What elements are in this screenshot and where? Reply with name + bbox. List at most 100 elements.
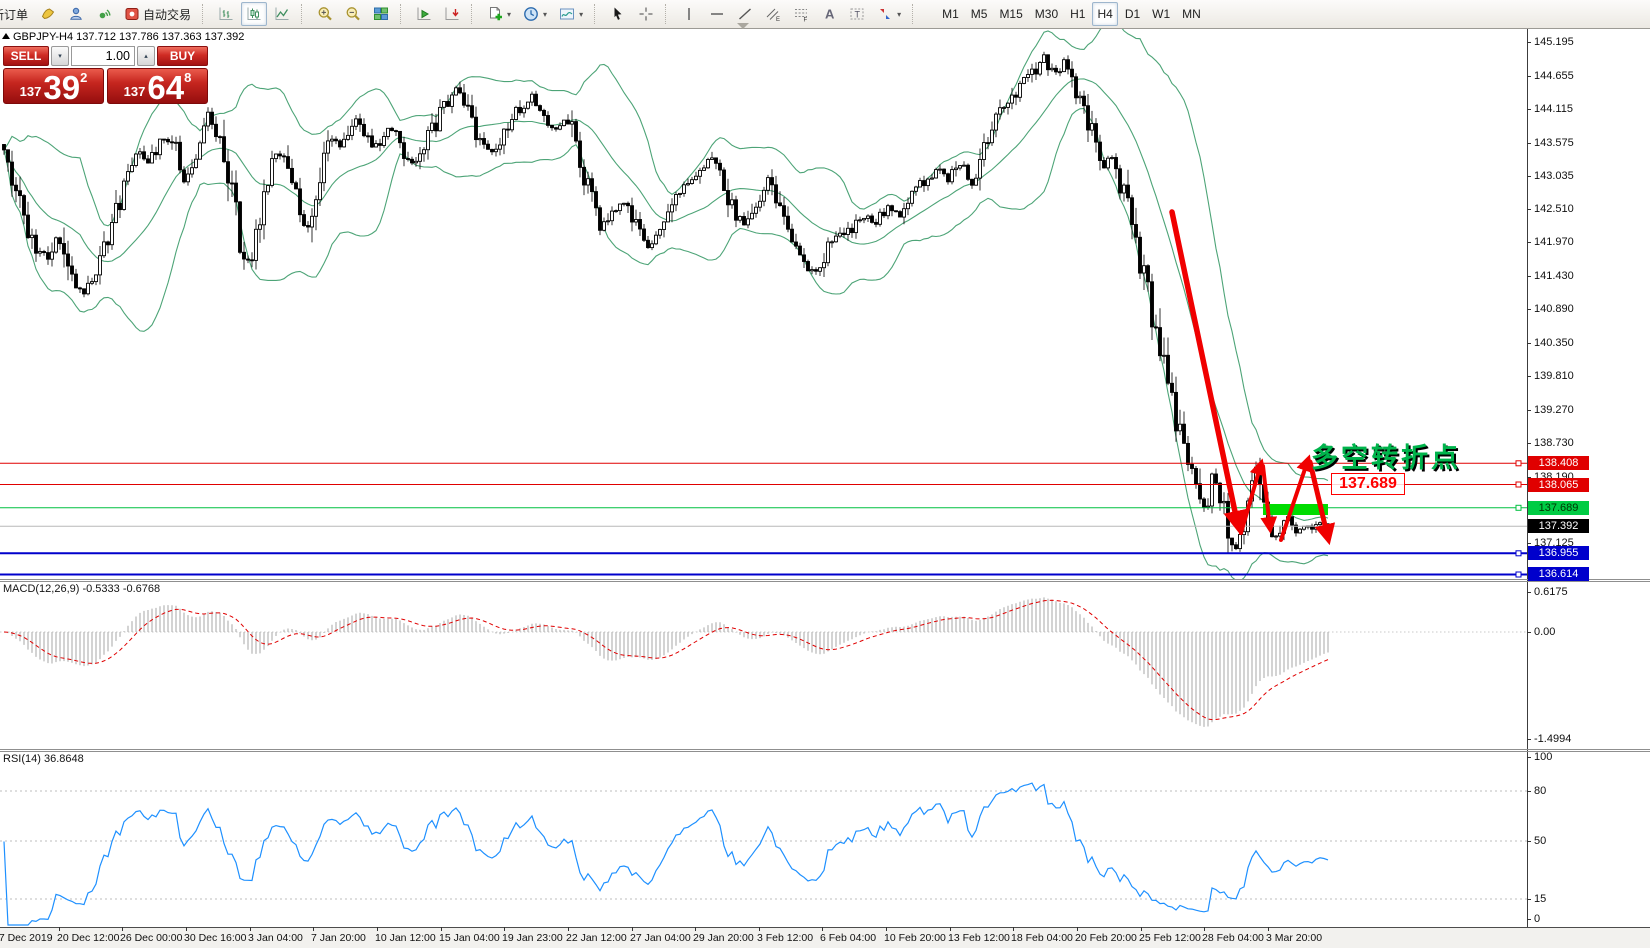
labelT-icon: T	[849, 6, 865, 22]
rsi-label: RSI(14) 36.8648	[3, 753, 84, 765]
chart-shift-button[interactable]	[439, 2, 465, 26]
fibo-icon: F	[793, 6, 809, 22]
timeframe-mn[interactable]: MN	[1177, 2, 1206, 26]
pane-separator[interactable]	[0, 579, 1650, 580]
toolbar-separator	[665, 4, 671, 24]
timeframe-h4[interactable]: H4	[1092, 2, 1118, 26]
time-label: 13 Feb 12:00	[948, 932, 1010, 944]
auto-trading-button[interactable]: 自动交易	[119, 2, 196, 26]
auto-scroll-button[interactable]	[411, 2, 437, 26]
vline-icon	[681, 6, 697, 22]
symbol-marker-icon	[2, 33, 10, 39]
channel-button[interactable]: E	[760, 2, 786, 26]
timeframe-d1[interactable]: D1	[1120, 2, 1145, 26]
time-label: 19 Jan 23:00	[502, 932, 563, 944]
zoom-in-button[interactable]	[312, 2, 338, 26]
bar-chart-button[interactable]	[213, 2, 239, 26]
price-level-label: 137.689	[1528, 501, 1589, 515]
time-label: 22 Jan 12:00	[566, 932, 627, 944]
sell-button[interactable]: SELL	[3, 46, 49, 66]
time-tick	[759, 927, 760, 931]
price-axis-line	[1527, 29, 1528, 927]
toolbar-separator	[202, 4, 208, 24]
templates-button[interactable]: ▾	[482, 2, 516, 26]
rsi-tick-label: 15	[1534, 893, 1547, 905]
gold-icon	[40, 6, 56, 22]
volume-input[interactable]	[71, 46, 135, 66]
macd-tick	[1527, 739, 1531, 740]
volume-decrease-button[interactable]: ▾	[51, 46, 69, 66]
horizontal-line-button[interactable]	[704, 2, 730, 26]
vertical-line-button[interactable]	[676, 2, 702, 26]
price-tick	[1527, 209, 1531, 210]
price-tick	[1527, 276, 1531, 277]
price-tick-label: 141.970	[1534, 236, 1574, 248]
line-chart-button[interactable]	[269, 2, 295, 26]
arrows-icon	[877, 6, 893, 22]
time-tick	[822, 927, 823, 931]
rsi-tick	[1527, 899, 1531, 900]
candlestick-chart-button[interactable]	[241, 2, 268, 26]
time-tick	[250, 927, 251, 931]
price-tick	[1527, 410, 1531, 411]
rsi-tick	[1527, 919, 1531, 920]
time-tick	[186, 927, 187, 931]
time-label: 28 Feb 04:00	[1202, 932, 1264, 944]
price-level-label: 138.065	[1528, 478, 1589, 492]
time-tick	[377, 927, 378, 931]
shift-icon	[444, 6, 460, 22]
zoom-out-button[interactable]	[340, 2, 366, 26]
community-button[interactable]	[63, 2, 89, 26]
timeframe-m30[interactable]: M30	[1030, 2, 1063, 26]
macd-tick-label: 0.6175	[1534, 586, 1568, 598]
trendline-button[interactable]	[732, 2, 758, 26]
timeframe-m5[interactable]: M5	[966, 2, 993, 26]
time-tick	[122, 927, 123, 931]
button-label: 自动交易	[143, 7, 192, 22]
macd-label: MACD(12,26,9) -0.5333 -0.6768	[3, 583, 161, 595]
chevron-down-icon: ▾	[507, 9, 512, 19]
buy-button[interactable]: BUY	[157, 46, 208, 66]
toolbar-separator	[471, 4, 477, 24]
price-tick	[1527, 42, 1531, 43]
toolbar-separator	[912, 4, 918, 24]
text-button[interactable]: A	[816, 2, 842, 26]
svg-text:A: A	[825, 7, 835, 22]
button-label: MN	[1182, 7, 1201, 21]
time-tick	[59, 927, 60, 931]
text-label-button[interactable]: T	[844, 2, 870, 26]
alerts-button[interactable]	[91, 2, 117, 26]
pane-separator	[0, 581, 1650, 582]
rsi-tick-label: 100	[1534, 751, 1553, 763]
new-order-button[interactable]: 新订单	[0, 2, 33, 26]
time-tick	[1268, 927, 1269, 931]
price-tick	[1527, 343, 1531, 344]
timeframe-h1[interactable]: H1	[1065, 2, 1090, 26]
fibonacci-button[interactable]: F	[788, 2, 814, 26]
pane-separator	[0, 751, 1650, 752]
arrows-button[interactable]: ▾	[872, 2, 906, 26]
crosshair-button[interactable]	[633, 2, 659, 26]
pane-separator[interactable]	[0, 749, 1650, 750]
timeframe-m1[interactable]: M1	[937, 2, 964, 26]
price-level-annotation[interactable]: 137.689	[1331, 473, 1405, 495]
cursor-button[interactable]	[605, 2, 631, 26]
time-label: 17 Dec 2019	[0, 932, 53, 944]
time-axis[interactable]	[0, 927, 1650, 948]
tiles-icon	[373, 6, 389, 22]
buy-price-button[interactable]: 137 64 8	[107, 68, 208, 104]
textA-icon: A	[821, 6, 837, 22]
indicators-button[interactable]: ▾	[554, 2, 588, 26]
price-tick-label: 143.035	[1534, 170, 1574, 182]
market-watch-button[interactable]	[35, 2, 61, 26]
sell-price-button[interactable]: 137 39 2	[3, 68, 104, 104]
tile-windows-button[interactable]	[368, 2, 394, 26]
volume-increase-button[interactable]: ▴	[137, 46, 155, 66]
timeframe-m15[interactable]: M15	[994, 2, 1027, 26]
periods-button[interactable]: ▾	[518, 2, 552, 26]
turning-point-annotation[interactable]: 多空转折点	[1311, 443, 1461, 473]
bars-icon	[218, 6, 234, 22]
timeframe-w1[interactable]: W1	[1147, 2, 1175, 26]
autotrade-icon	[124, 6, 140, 22]
price-tick	[1527, 143, 1531, 144]
